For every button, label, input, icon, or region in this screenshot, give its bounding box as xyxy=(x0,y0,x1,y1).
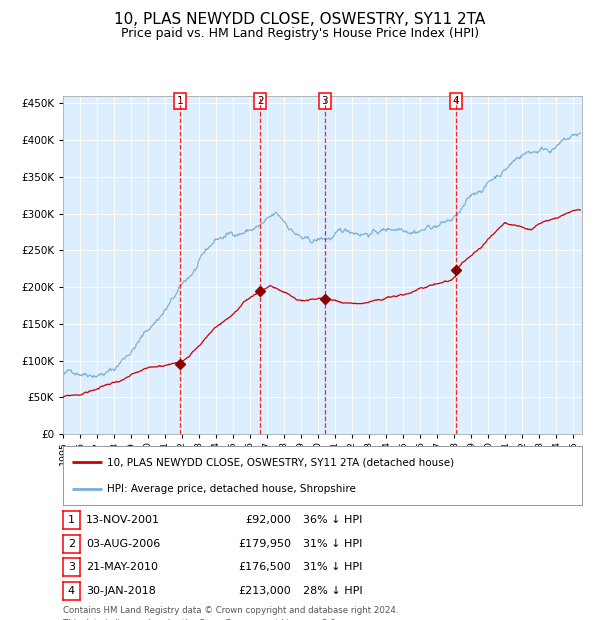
Text: 10, PLAS NEWYDD CLOSE, OSWESTRY, SY11 2TA (detached house): 10, PLAS NEWYDD CLOSE, OSWESTRY, SY11 2T… xyxy=(107,458,454,467)
Text: 36% ↓ HPI: 36% ↓ HPI xyxy=(303,515,362,525)
Text: £176,500: £176,500 xyxy=(238,562,291,572)
Text: 31% ↓ HPI: 31% ↓ HPI xyxy=(303,539,362,549)
Text: 30-JAN-2018: 30-JAN-2018 xyxy=(86,586,155,596)
Text: This data is licensed under the Open Government Licence v3.0.: This data is licensed under the Open Gov… xyxy=(63,619,338,620)
Text: Price paid vs. HM Land Registry's House Price Index (HPI): Price paid vs. HM Land Registry's House … xyxy=(121,27,479,40)
Text: 3: 3 xyxy=(68,562,75,572)
Text: 4: 4 xyxy=(452,96,459,106)
Text: 03-AUG-2006: 03-AUG-2006 xyxy=(86,539,160,549)
Text: HPI: Average price, detached house, Shropshire: HPI: Average price, detached house, Shro… xyxy=(107,484,356,494)
Text: 10, PLAS NEWYDD CLOSE, OSWESTRY, SY11 2TA: 10, PLAS NEWYDD CLOSE, OSWESTRY, SY11 2T… xyxy=(115,12,485,27)
Text: 1: 1 xyxy=(176,96,183,106)
Text: 21-MAY-2010: 21-MAY-2010 xyxy=(86,562,158,572)
Text: 3: 3 xyxy=(322,96,328,106)
Text: 13-NOV-2001: 13-NOV-2001 xyxy=(86,515,160,525)
Text: 2: 2 xyxy=(68,539,75,549)
Text: 28% ↓ HPI: 28% ↓ HPI xyxy=(303,586,362,596)
Text: 1: 1 xyxy=(68,515,75,525)
Text: £213,000: £213,000 xyxy=(238,586,291,596)
Text: 31% ↓ HPI: 31% ↓ HPI xyxy=(303,562,362,572)
Text: 2: 2 xyxy=(257,96,263,106)
Text: 4: 4 xyxy=(68,586,75,596)
Text: £179,950: £179,950 xyxy=(238,539,291,549)
Text: £92,000: £92,000 xyxy=(245,515,291,525)
Text: Contains HM Land Registry data © Crown copyright and database right 2024.: Contains HM Land Registry data © Crown c… xyxy=(63,606,398,615)
